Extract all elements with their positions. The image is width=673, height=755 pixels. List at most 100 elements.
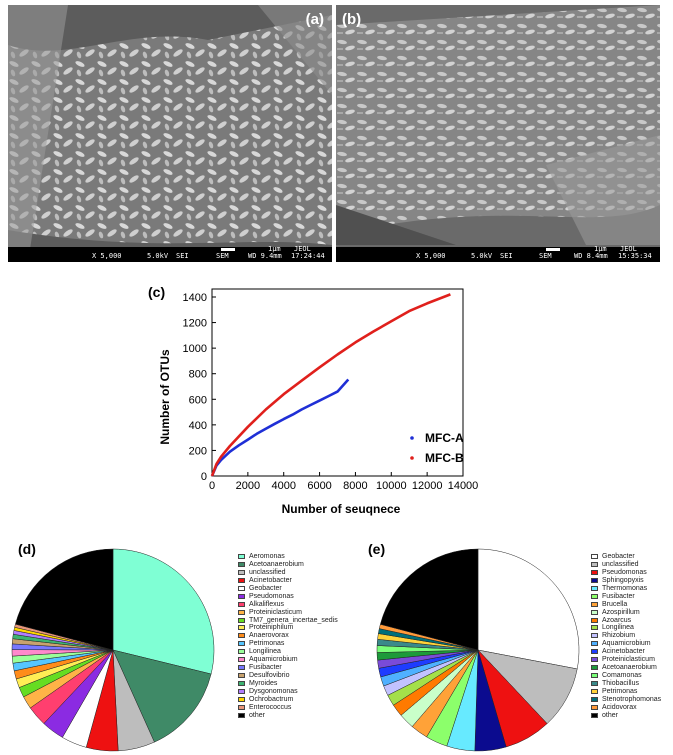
sem-time-b: 15:35:34 xyxy=(618,252,652,260)
legend-swatch xyxy=(238,617,245,623)
legend-swatch xyxy=(238,681,245,686)
sem-info-bar-b: 1μm JEOL X 5,000 5.0kV SEI SEM WD 8.4mm … xyxy=(336,245,660,262)
legend-swatch xyxy=(238,665,245,671)
legend-swatch xyxy=(591,704,598,710)
legend-swatch xyxy=(591,657,598,663)
y-tick-label: 1000 xyxy=(183,343,207,355)
panel-label-b: (b) xyxy=(342,11,362,28)
genus-pie-chart-e xyxy=(376,548,580,752)
legend-swatch xyxy=(238,688,245,694)
panel-label-a: (a) xyxy=(305,11,324,28)
scale-bar-b xyxy=(546,248,560,251)
sem-mode-a: SEI xyxy=(176,252,189,260)
legend-label: Acinetobacter xyxy=(249,576,292,584)
legend-swatch xyxy=(591,633,598,639)
rarefaction-chart: Number of OTUs Number of seuqnece 0 2000 4… xyxy=(158,288,479,516)
y-tick-label: 1200 xyxy=(183,318,207,330)
legend-swatch xyxy=(238,577,245,583)
sem-scale-label-b: 1μm xyxy=(594,245,607,253)
sem-texture-a xyxy=(8,5,332,262)
sem-texture-b xyxy=(336,5,660,262)
legend-label: Geobacter xyxy=(602,553,635,560)
legend-label: other xyxy=(249,711,265,719)
sem-info-bar-a: 1μm JEOL X 5,000 5.0kV SEI SEM WD 9.4mm … xyxy=(8,245,332,262)
legend-swatch xyxy=(591,625,598,631)
legend-swatch xyxy=(238,633,245,639)
legend-swatch xyxy=(591,673,598,679)
x-tick-label: 14000 xyxy=(448,480,479,492)
legend-label: Fusibacter xyxy=(249,664,282,672)
sem-kv-b: 5.0kV xyxy=(471,252,493,260)
x-axis-label: Number of seuqnece xyxy=(282,502,401,516)
sem-brand-a: JEOL xyxy=(294,245,311,253)
legend-label: Pseudomonas xyxy=(249,592,294,600)
legend-swatch xyxy=(238,673,245,679)
legend-label: Rhizobium xyxy=(602,632,636,640)
legend-swatch xyxy=(591,649,598,655)
legend-swatch xyxy=(238,657,245,663)
legend-label: Proteiniphilum xyxy=(249,624,294,632)
sem-mag-b: X 5,000 xyxy=(416,252,446,260)
x-tick-label: 6000 xyxy=(307,480,331,492)
legend-swatch xyxy=(591,554,598,559)
legend-label: MFC-B xyxy=(425,451,464,465)
legend-label: Acidovorax xyxy=(602,703,637,711)
legend-swatch xyxy=(591,641,598,647)
pie-slice-acetoanaerobium xyxy=(112,649,212,743)
sem-image-b: (b) 1μm JEOL X 5,000 5.0kV SEI SEM WD 8.… xyxy=(336,5,660,262)
legend-swatch xyxy=(591,601,598,607)
sem-scale-label-a: 1μm xyxy=(268,245,281,253)
legend-swatch xyxy=(591,585,598,591)
legend-label: Petrimonas xyxy=(249,640,285,648)
legend-label: Ochrobactrum xyxy=(249,695,294,703)
legend-swatch xyxy=(238,585,245,591)
legend-label: Geobacter xyxy=(249,584,282,592)
panel-label-c: (c) xyxy=(148,284,166,300)
y-tick-label: 600 xyxy=(189,394,207,406)
panel-label-e: (e) xyxy=(368,541,386,557)
legend-swatch xyxy=(591,665,598,671)
legend-label: Enterococcus xyxy=(249,703,292,711)
legend-swatch xyxy=(591,593,598,599)
legend-swatch xyxy=(591,681,598,686)
legend-label: Azospirillum xyxy=(602,608,640,616)
legend-swatch xyxy=(591,712,598,718)
legend-label: Dysgonomonas xyxy=(249,687,298,695)
x-tick-label: 8000 xyxy=(343,480,367,492)
sem-mag-a: X 5,000 xyxy=(92,252,122,260)
legend-label: TM7_genera_incertae_sedis xyxy=(249,616,338,624)
legend-swatch xyxy=(238,561,245,567)
legend-label: Acinetobacter xyxy=(602,648,645,656)
legend-label: Comamonas xyxy=(602,672,642,680)
legend-swatch xyxy=(591,617,598,623)
legend-label: Alkaliflexus xyxy=(249,600,285,608)
legend-swatch xyxy=(238,625,245,631)
legend-label: Thermomonas xyxy=(602,584,648,592)
sem-brand-b: JEOL xyxy=(620,245,637,253)
x-tick-label: 0 xyxy=(209,480,215,492)
legend-swatch xyxy=(238,712,245,718)
series-line-mfc-b xyxy=(210,293,451,477)
legend-label: Sphingopyxis xyxy=(602,576,644,584)
legend-label: Stenotrophomonas xyxy=(602,695,662,703)
legend-label: Longilinea xyxy=(249,648,281,656)
legend-swatch xyxy=(238,609,245,615)
legend-label: Petrimonas xyxy=(602,687,638,695)
legend-marker xyxy=(410,456,414,460)
legend-swatch xyxy=(238,704,245,710)
legend-label: Desulfovibrio xyxy=(249,672,290,680)
y-tick-label: 400 xyxy=(189,420,207,432)
legend-swatch xyxy=(238,554,245,559)
legend-label: Myroides xyxy=(249,680,278,687)
legend-label: Azoarcus xyxy=(602,616,632,624)
y-axis-label: Number of OTUs xyxy=(158,349,172,445)
legend-swatch xyxy=(238,601,245,607)
series-line-mfc-a xyxy=(210,378,350,477)
legend-label: Aquamicrobium xyxy=(602,640,651,648)
x-tick-label: 2000 xyxy=(236,480,260,492)
legend-swatch xyxy=(591,561,598,567)
legend-swatch xyxy=(591,696,598,702)
legend-label: Acetoanaerobium xyxy=(249,560,304,568)
legend-label: other xyxy=(602,711,618,719)
legend-label: Acetoanaerobium xyxy=(602,664,657,672)
